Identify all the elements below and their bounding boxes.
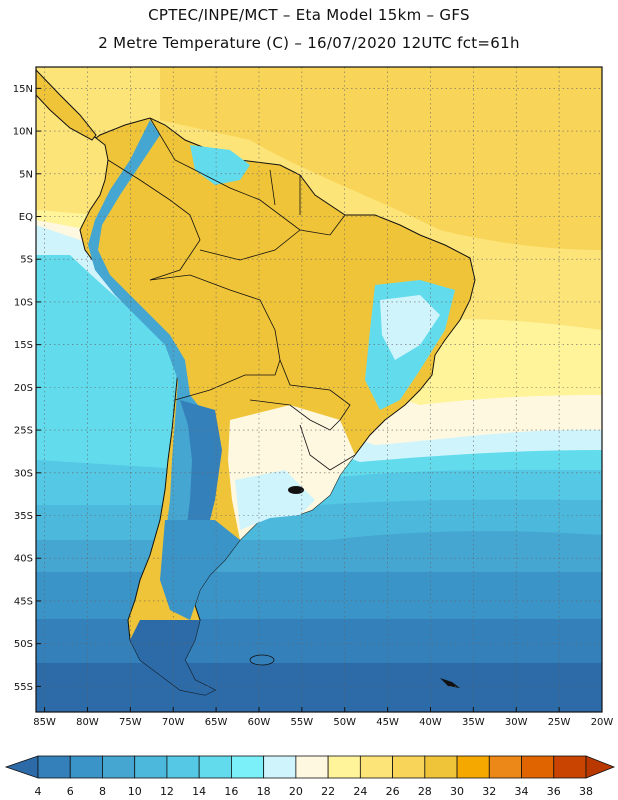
falkland-islands	[249, 654, 275, 666]
map-frame	[35, 66, 603, 713]
colorbar-label: 36	[547, 785, 561, 798]
lon-tick-label: 35W	[462, 717, 485, 728]
lat-tick-label: 45S	[14, 596, 33, 607]
lat-tick-label: 25S	[14, 426, 33, 437]
colorbar-swatch	[37, 755, 71, 779]
land-cool-zone-pampas	[235, 470, 315, 530]
colorbar-swatch	[488, 755, 522, 779]
colorbar-label: 14	[192, 785, 206, 798]
colorbar-label: 34	[515, 785, 529, 798]
colorbar-label: 26	[386, 785, 400, 798]
lat-tick-label: 55S	[14, 682, 33, 693]
colorbar-high-arrow	[585, 755, 616, 779]
south-georgia-island	[440, 678, 460, 688]
colorbar-label: 20	[289, 785, 303, 798]
colorbar-label: 12	[160, 785, 174, 798]
colorbar-swatch	[134, 755, 168, 779]
andes-cold-spine	[88, 120, 210, 600]
lat-tick-label: 5S	[20, 255, 33, 266]
lon-tick-label: 80W	[76, 717, 99, 728]
lon-tick-label: 45W	[376, 717, 399, 728]
colorbar-label: 16	[224, 785, 238, 798]
colorbar-swatch	[456, 755, 490, 779]
lon-tick-label: 70W	[162, 717, 185, 728]
colorbar-swatch	[521, 755, 555, 779]
lon-tick-label: 65W	[205, 717, 228, 728]
lon-tick-label: 20W	[591, 717, 614, 728]
lon-tick-label: 60W	[248, 717, 271, 728]
colorbar-label: 22	[321, 785, 335, 798]
ocean-band-28	[160, 67, 602, 250]
lon-tick-label: 55W	[291, 717, 314, 728]
lon-tick-label: 85W	[33, 717, 56, 728]
lon-tick-label: 25W	[548, 717, 571, 728]
lon-tick-label: 50W	[333, 717, 356, 728]
lat-tick-label: 50S	[14, 639, 33, 650]
colorbar-low-arrow	[4, 755, 39, 779]
country-borders	[107, 117, 356, 471]
colorbar-swatch	[102, 755, 136, 779]
colorbar-swatch	[231, 755, 265, 779]
lon-tick-label: 75W	[119, 717, 142, 728]
lat-tick-label: 10S	[14, 297, 33, 308]
land-cool-zone-inner	[380, 295, 440, 360]
lat-tick-label: 30S	[14, 468, 33, 479]
colorbar-swatch	[198, 755, 232, 779]
tierra-del-fuego-cold-zone	[130, 620, 215, 695]
lat-tick-label: 5N	[19, 169, 33, 180]
colorbar-label: 30	[450, 785, 464, 798]
colorbar-swatch	[166, 755, 200, 779]
colorbar-swatch	[359, 755, 393, 779]
lat-tick-label: 35S	[14, 511, 33, 522]
colorbar-label: 38	[579, 785, 593, 798]
lat-tick-label: 20S	[14, 383, 33, 394]
lat-tick-label: 10N	[13, 127, 33, 138]
latitude-axis: 15N 10N 5N EQ 5S 10S 15S 20S 25S 30S 35S 40S 45S 50S 5…	[13, 84, 41, 693]
lat-tick-label: 40S	[14, 554, 33, 565]
colorbar-swatch	[392, 755, 426, 779]
colorbar-swatch	[553, 755, 587, 779]
map-title-line-2: 2 Metre Temperature (C) – 16/07/2020 12U…	[98, 34, 520, 52]
patagonia-cold-zone	[160, 520, 240, 620]
colorbar-label: 10	[128, 785, 142, 798]
colorbar-label: 8	[99, 785, 106, 798]
lake-shape	[288, 486, 304, 494]
colorbar-label: 18	[257, 785, 271, 798]
central-america-land	[36, 69, 97, 141]
lon-tick-label: 30W	[505, 717, 528, 728]
colorbar-label: 6	[67, 785, 74, 798]
longitude-axis: 85W 80W 75W 70W 65W 60W 55W 50W 45W 40W 35W 30W 25W 2…	[33, 707, 613, 728]
colorbar-swatch	[327, 755, 361, 779]
lat-tick-label: 15N	[13, 84, 33, 95]
colorbar-swatch	[263, 755, 297, 779]
temperature-colorbar: 4 6 8 10 12 14 16 18 20 22 24 26 28 30 32 34 36 38	[4, 755, 616, 798]
lat-tick-label: EQ	[19, 212, 33, 223]
colorbar-label: 24	[353, 785, 367, 798]
lon-tick-label: 40W	[419, 717, 442, 728]
colorbar-label: 4	[35, 785, 42, 798]
colorbar-swatch	[69, 755, 103, 779]
lat-tick-label: 15S	[14, 340, 33, 351]
colorbar-label: 28	[418, 785, 432, 798]
map-plot-area	[36, 67, 602, 712]
colorbar-swatch	[295, 755, 329, 779]
colorbar-swatch	[424, 755, 458, 779]
colorbar-label: 32	[482, 785, 496, 798]
map-title-line-1: CPTEC/INPE/MCT – Eta Model 15km – GFS	[148, 6, 470, 24]
